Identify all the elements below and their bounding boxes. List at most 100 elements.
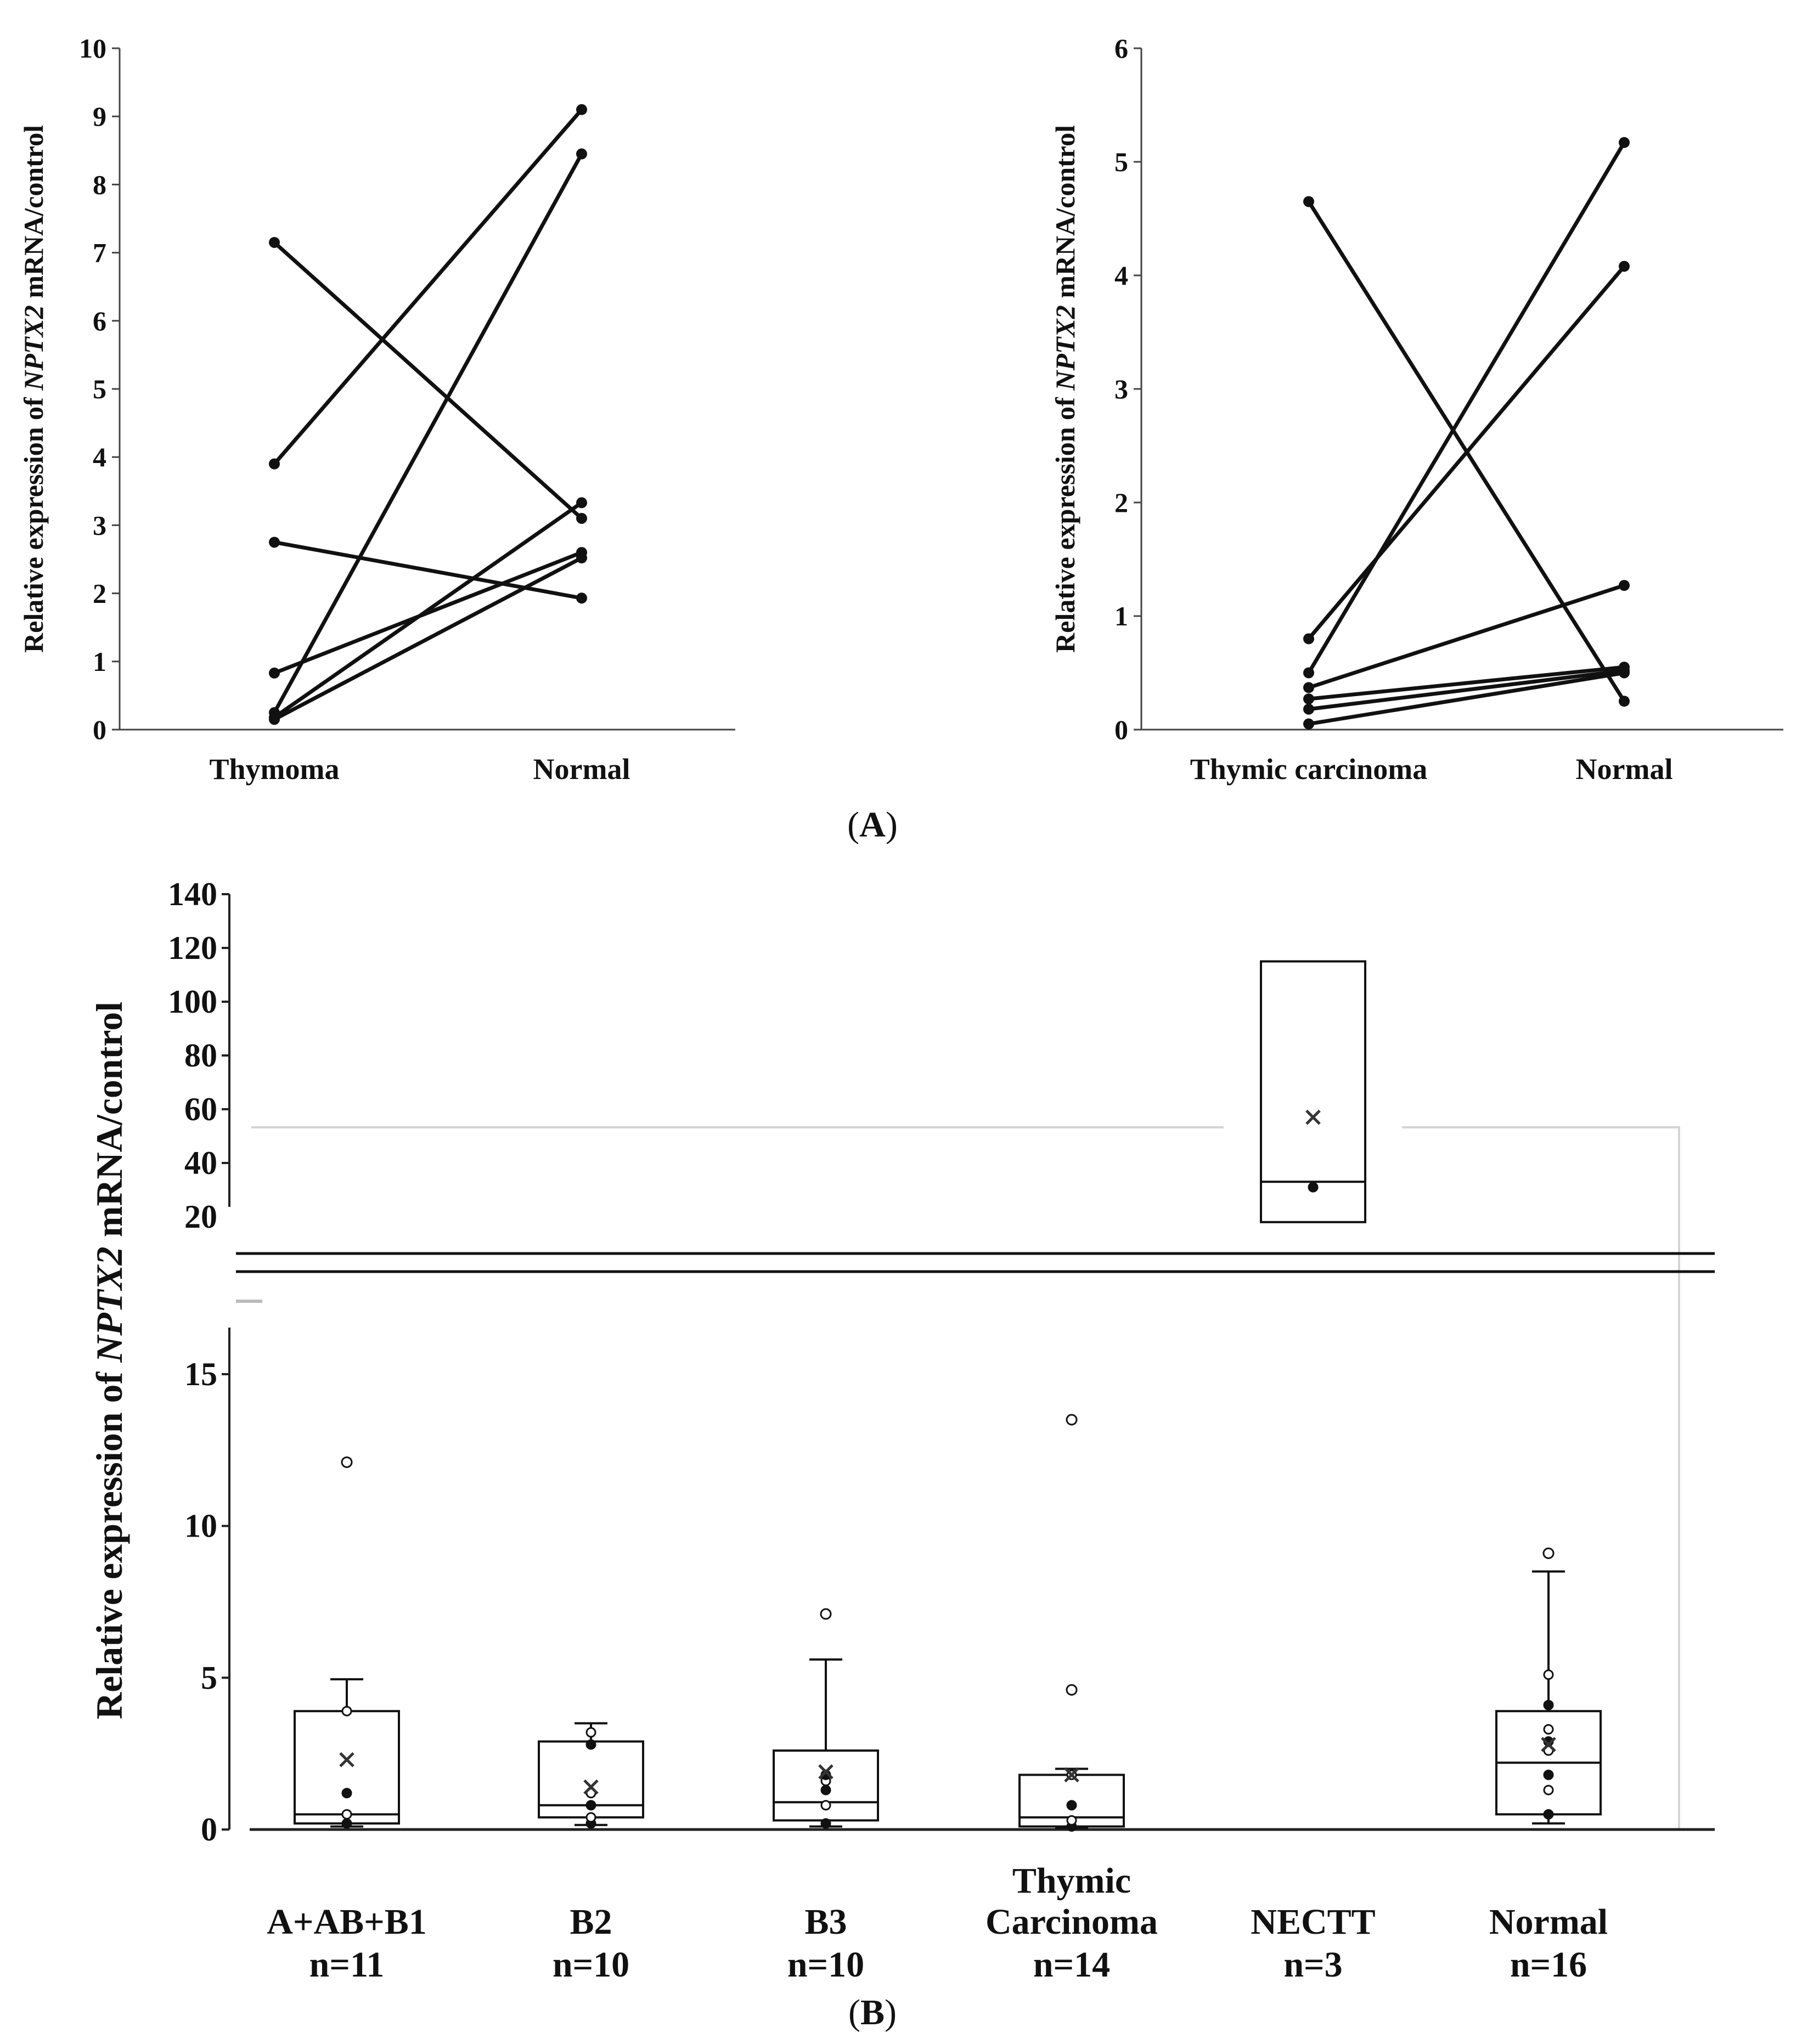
box [294,1710,400,1825]
data-point [1619,580,1630,591]
box-group-normal [1495,1547,1602,1825]
x-category-label: Carcinoma [986,1902,1158,1942]
pair-line [272,240,584,521]
y-tick-label: 7 [93,238,106,268]
mean-marker [339,1752,354,1768]
panel-label-b: (B) [848,1992,897,2032]
outlier-point [1542,1547,1555,1559]
data-point [1543,1724,1554,1735]
x-category-n: n=10 [553,1945,629,1985]
pair-line [272,550,584,675]
x-category-label: B3 [804,1902,847,1942]
data-point [1619,667,1630,679]
data-point [269,714,280,725]
box-group-a+ab+b1 [294,1456,400,1829]
chart-thymic-carcinoma-vs-normal: 0 1 2 3 4 5 6 Thymic carcinoma Normal Relative ex… [1050,33,1783,786]
pair-line [1307,665,1626,701]
outlier-point [820,1608,832,1620]
mean-marker [818,1764,834,1780]
box-group-b3 [773,1608,879,1829]
pair-line [1307,264,1626,641]
data-point [1308,1182,1319,1193]
data-point [585,1812,596,1823]
y-tick-label: 3 [93,510,106,540]
data-point [576,497,587,509]
data-point [1066,1800,1077,1811]
box-group-thymic-carcinoma [1018,1414,1125,1832]
y-tick-label: 80 [184,1037,217,1074]
data-point [1303,667,1314,679]
pair-line [1307,583,1626,690]
panel-label-a: (A) [847,805,898,845]
mean-marker [1064,1767,1079,1783]
x-category-n: n=10 [787,1945,864,1985]
y-tick-label: 0 [1114,714,1128,745]
pair-line [1307,668,1626,712]
data-point [341,1809,352,1820]
data-point [1543,1785,1554,1795]
data-point [1303,196,1314,207]
data-point [269,236,280,248]
x-category-label: A+AB+B1 [267,1902,427,1942]
y-tick-label: 0 [201,1811,217,1848]
pair-line [1307,671,1626,726]
x-category-label: Normal [1489,1902,1608,1942]
y-tick-label: 2 [93,578,106,609]
y-tick-label: 60 [184,1091,217,1127]
y-tick-label: 15 [184,1356,217,1392]
data-point [576,592,587,604]
data-point [341,1818,352,1829]
outlier-point [1066,1684,1078,1696]
y-tick-label: 40 [184,1145,217,1181]
y-tick-label: 100 [168,984,217,1020]
chart-thymoma-vs-normal: 0 1 2 3 4 5 6 7 8 9 10 Thymoma Normal Relative expres… [18,33,735,786]
chart-boxplot-subtypes: 14012010080604020051015A+AB+B1n=11B2n=10… [88,876,1715,1985]
data-point [1619,137,1630,148]
data-point [820,1800,831,1811]
data-point [1543,1669,1554,1680]
guide-line [1402,1126,1680,1830]
data-point [1619,261,1630,272]
x-category-label: Thymic carcinoma [1190,753,1427,786]
pair-line [272,152,584,715]
x-category-n: n=3 [1283,1945,1342,1985]
data-point [1619,696,1630,707]
y-tick-label: 4 [1114,260,1128,291]
outlier-point [1066,1414,1078,1426]
y-axis-label: Relative expression of NPTX2 mRNA/contro… [88,1002,130,1719]
x-category-label: Normal [533,753,630,786]
data-point [269,537,280,548]
y-tick-label: 140 [168,876,217,912]
y-tick-label: 0 [93,714,106,745]
pair-line [272,540,584,600]
x-category-label: NECTT [1251,1902,1375,1942]
y-tick-label: 5 [93,374,106,404]
data-point [1066,1815,1077,1826]
data-point [269,458,280,470]
pair-line [272,108,584,466]
y-tick-label: 5 [201,1659,217,1696]
data-point [820,1785,831,1795]
y-tick-label: 20 [184,1199,217,1235]
pair-line [1307,140,1626,675]
data-point [576,552,587,564]
data-point [1303,703,1314,715]
x-category-label: Thymoma [209,753,339,786]
y-tick-label: 3 [1114,374,1128,404]
x-category-n: n=16 [1510,1945,1587,1985]
data-point [576,148,587,160]
data-point [1543,1809,1554,1820]
y-tick-label: 1 [93,646,106,677]
y-tick-label: 6 [1114,33,1128,64]
x-category-n: n=11 [309,1945,385,1985]
y-tick-label: 120 [168,930,217,966]
outlier-point [341,1456,353,1468]
y-tick-label: 1 [1114,601,1128,631]
y-tick-label: 10 [79,33,106,64]
data-point [269,667,280,679]
y-tick-label: 10 [184,1508,217,1544]
data-point [1303,682,1314,693]
data-point [585,1727,596,1738]
data-point [341,1788,352,1799]
